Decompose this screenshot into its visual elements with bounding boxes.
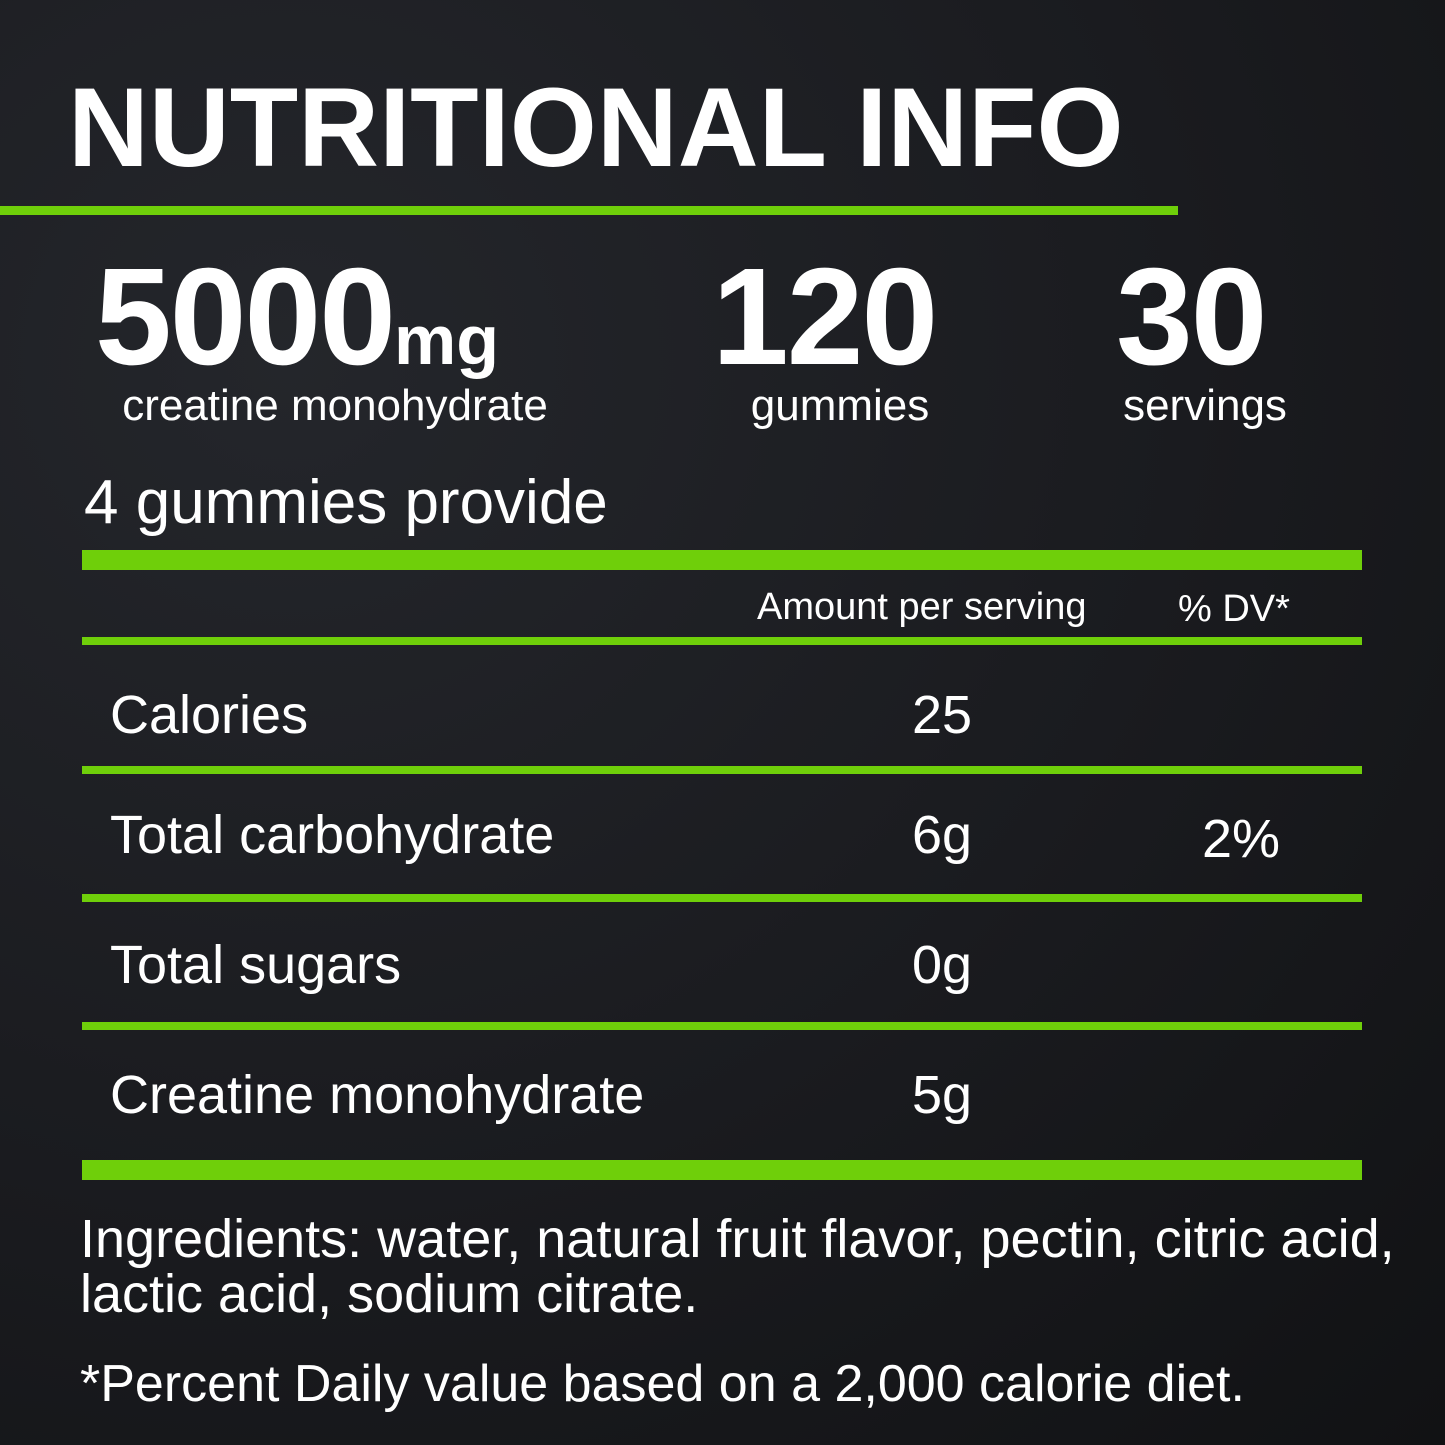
row-divider (82, 1022, 1362, 1030)
stat-servings-label: servings (1123, 381, 1287, 430)
row-sugars-name: Total sugars (110, 935, 402, 995)
title-divider (0, 206, 1178, 215)
row-calories-amount: 25 (912, 685, 973, 745)
ingredients-text: Ingredients: water, natural fruit flavor… (80, 1209, 1395, 1324)
stat-count-label: gummies (750, 381, 930, 430)
row-carb-dv: 2% (1202, 809, 1281, 869)
table-bottom-bar (82, 1160, 1362, 1180)
row-sugars-amount: 0g (912, 935, 973, 995)
table-top-bar (82, 550, 1362, 570)
stat-dose-unit: mg (394, 301, 499, 379)
stat-dose-label: creatine monohydrate (122, 381, 548, 430)
page-title: NUTRITIONAL INFO (68, 65, 1124, 190)
row-creatine-amount: 5g (912, 1065, 973, 1125)
footnote: *Percent Daily value based on a 2,000 ca… (80, 1355, 1245, 1413)
stat-servings-value: 30 (1116, 240, 1267, 394)
row-carb-amount: 6g (912, 805, 973, 865)
header-divider (82, 637, 1362, 645)
serving-text: 4 gummies provide (84, 468, 608, 537)
stat-dose: 5000mg (95, 248, 499, 386)
row-calories-name: Calories (110, 685, 309, 745)
row-carb-name: Total carbohydrate (110, 805, 555, 865)
stat-count-value: 120 (712, 240, 938, 394)
header-amount: Amount per serving (757, 586, 1087, 628)
header-dv: % DV* (1178, 588, 1290, 630)
stat-dose-value: 5000 (95, 240, 396, 394)
row-creatine-name: Creatine monohydrate (110, 1065, 645, 1125)
row-divider (82, 766, 1362, 774)
row-divider (82, 894, 1362, 902)
